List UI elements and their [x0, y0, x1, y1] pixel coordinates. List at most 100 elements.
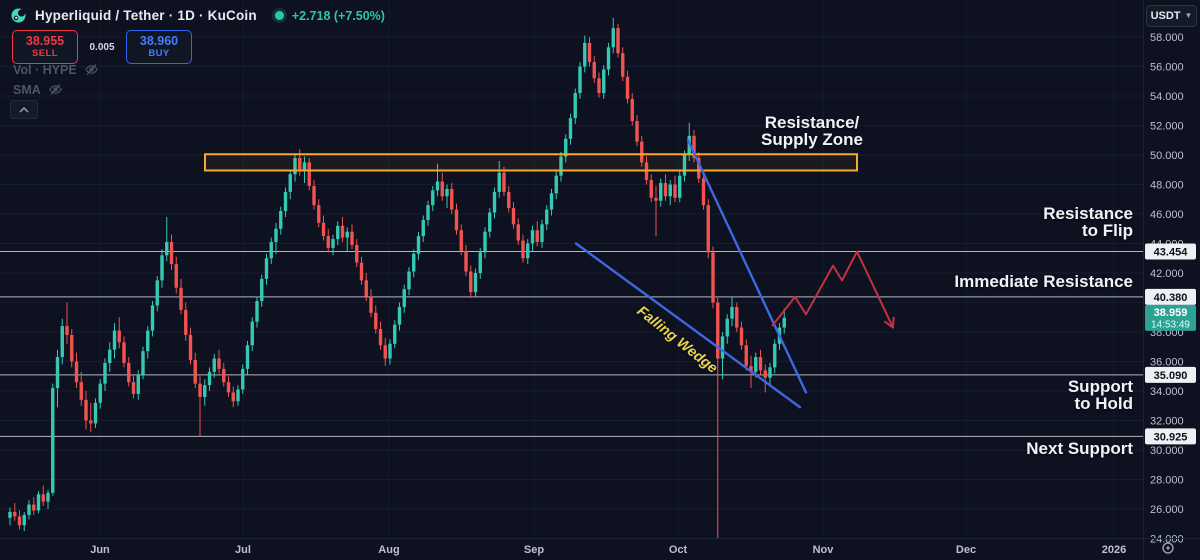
candle: [540, 219, 544, 248]
candle-body: [112, 330, 117, 350]
price-axis-background: [1143, 0, 1200, 560]
candle: [454, 203, 459, 235]
candle-body: [36, 494, 41, 511]
price-axis-tick-label: 48.000: [1150, 180, 1184, 192]
candle-body: [226, 382, 231, 393]
candle: [74, 352, 79, 389]
candle: [530, 225, 535, 251]
buy-price: 38.960: [139, 33, 179, 48]
candle-body: [32, 504, 36, 511]
candle-body: [212, 358, 216, 372]
candle-body: [217, 358, 221, 369]
candle-body: [511, 208, 516, 225]
time-axis-background: [0, 538, 1143, 560]
annotation-supply-zone[interactable]: Resistance/ Supply Zone: [761, 113, 863, 149]
buy-button[interactable]: 38.960 BUY: [126, 30, 192, 64]
sell-price: 38.955: [25, 33, 65, 48]
candle: [450, 183, 454, 214]
candle-body: [606, 47, 611, 70]
annotation-resistance-to-flip[interactable]: Resistance to Flip: [1043, 204, 1133, 240]
sell-button[interactable]: 38.955 SELL: [12, 30, 78, 64]
candle-body: [84, 399, 88, 421]
candle: [469, 265, 473, 299]
chevron-down-icon: ▼: [1184, 11, 1193, 20]
candle: [545, 205, 549, 231]
legend-row-sma[interactable]: SMA: [13, 82, 63, 97]
projected-path-line[interactable]: [771, 250, 894, 329]
candle: [758, 349, 763, 375]
currency-selector-dropdown[interactable]: USDT ▼: [1146, 5, 1197, 27]
candle-body: [288, 174, 292, 192]
candle: [521, 234, 525, 263]
candle: [46, 489, 50, 509]
price-axis[interactable]: 58.000 56.000 54.000 52.000 50.000 48.000 46.0…: [1143, 0, 1200, 560]
candle-body: [364, 280, 368, 297]
candle: [260, 274, 264, 307]
candle: [397, 302, 402, 331]
collapse-legend-button[interactable]: [10, 100, 38, 119]
candle: [307, 157, 311, 191]
level-label-box: [1145, 428, 1196, 445]
falling-wedge-trendline[interactable]: [686, 139, 808, 394]
candle: [407, 267, 411, 296]
market-status-icon[interactable]: [274, 11, 284, 20]
candle-body: [521, 240, 525, 259]
candle-body: [203, 385, 207, 397]
candle-body: [630, 98, 634, 122]
candle: [84, 391, 88, 430]
candle: [502, 166, 506, 197]
candle-body: [459, 230, 463, 251]
supply-zone-rectangle[interactable]: [204, 153, 858, 172]
legend-row-volume[interactable]: Vol · HYPE: [13, 62, 99, 77]
eye-hidden-icon[interactable]: [84, 62, 99, 77]
candle-body: [150, 305, 155, 331]
eye-hidden-icon[interactable]: [48, 82, 63, 97]
candle: [364, 273, 368, 302]
candle-body: [236, 389, 240, 402]
candle-body: [355, 244, 359, 263]
candle-body: [540, 224, 544, 243]
candle-body: [298, 157, 302, 170]
candle-body: [307, 162, 311, 186]
candle: [350, 224, 354, 250]
candle-body: [317, 205, 321, 223]
price-axis-tick-label: 36.000: [1150, 357, 1184, 369]
candle: [578, 62, 582, 99]
candle-body: [321, 222, 326, 237]
level-price-label: 35.090: [1145, 366, 1196, 383]
candle-body: [264, 258, 269, 279]
candle: [445, 184, 449, 209]
candle: [17, 510, 22, 530]
candle-body: [13, 511, 17, 517]
price-axis-tick-label: 58.000: [1150, 32, 1184, 44]
candle-body: [782, 317, 786, 328]
candle-body: [283, 191, 288, 212]
symbol-title[interactable]: Hyperliquid / Tether · 1D · KuCoin: [35, 8, 257, 23]
candle-body: [193, 360, 197, 384]
annotation-support-to-hold[interactable]: Support to Hold: [1067, 377, 1133, 413]
sma-indicator-label: SMA: [13, 82, 41, 97]
sell-label: SELL: [32, 47, 58, 59]
candle-body: [654, 197, 658, 201]
annotation-immediate-resistance[interactable]: Immediate Resistance: [954, 272, 1133, 291]
candle: [331, 234, 335, 256]
candle-body: [682, 155, 687, 176]
candle: [222, 362, 226, 387]
candle-body: [74, 361, 79, 383]
candle-body: [749, 365, 753, 372]
time-axis[interactable]: Jun Jul Aug Sep Oct Nov Dec 2026: [0, 538, 1200, 560]
candle-body: [758, 357, 763, 371]
candle: [41, 485, 45, 507]
candle: [782, 308, 786, 334]
chart-header: Hyperliquid / Tether · 1D · KuCoin +2.71…: [10, 7, 385, 24]
buy-sell-widget: 38.955 SELL 0.005 38.960 BUY: [12, 30, 192, 64]
candle-body: [587, 42, 592, 63]
falling-wedge-trendline[interactable]: [574, 242, 802, 409]
annotation-next-support[interactable]: Next Support: [1026, 439, 1133, 458]
level-label-text: 30.925: [1154, 431, 1188, 443]
candle: [649, 174, 653, 203]
axis-settings-gear-icon[interactable]: [1161, 541, 1175, 555]
candle-body: [27, 504, 31, 515]
candle-body: [535, 230, 539, 243]
